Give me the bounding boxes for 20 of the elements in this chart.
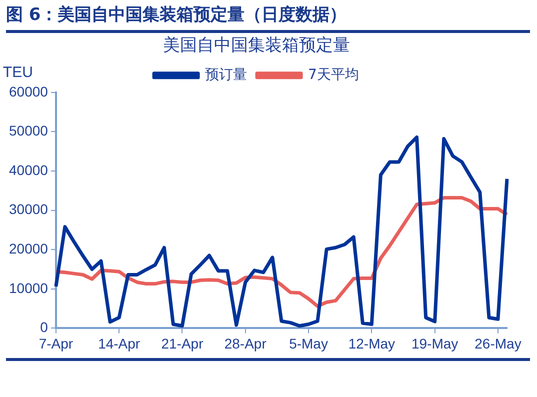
x-tick-label: 12-May	[348, 335, 396, 352]
y-tick-label: 40000	[8, 162, 48, 178]
x-tick-label: 28-Apr	[224, 335, 267, 352]
y-axis-title: TEU	[2, 64, 33, 82]
legend-label: 7天平均	[308, 67, 359, 84]
x-tick-label: 19-May	[411, 335, 458, 352]
legend-label: 预订量	[205, 67, 248, 84]
y-tick-label: 50000	[8, 122, 48, 139]
x-tick-label: 14-Apr	[98, 335, 140, 352]
x-tick-label: 21-Apr	[161, 335, 204, 352]
y-tick-label: 0	[40, 319, 48, 336]
y-tick-label: 10000	[8, 280, 48, 296]
y-tick-label: 30000	[8, 201, 48, 218]
y-tick-label: 60000	[8, 83, 48, 100]
x-tick-label: 7-Apr	[38, 335, 74, 352]
chart-title: 图 6：美国自中国集装箱预定量（日度数据）	[6, 4, 530, 33]
y-tick-label: 20000	[8, 240, 48, 256]
x-tick-label: 26-May	[474, 335, 522, 352]
x-tick-label: 5-May	[289, 335, 328, 352]
chart-subtitle: 美国自中国集装箱预定量	[163, 36, 350, 56]
